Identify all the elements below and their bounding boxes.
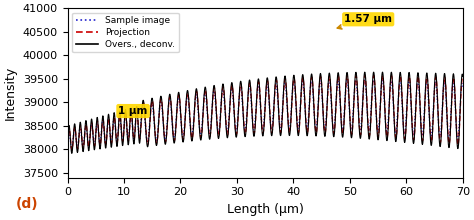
Projection (273, 86, 278, 89)
Legend: Sample image, Projection, Overs., deconv.: Sample image, Projection, Overs., deconv… (72, 13, 179, 52)
Overs., deconv. (201, 95, 207, 98)
Projection (69, 148, 74, 151)
Overs., deconv. (161, 127, 166, 130)
Projection (454, 137, 460, 140)
Sample image (247, 91, 253, 94)
Overs., deconv. (65, 139, 71, 141)
Line: Sample image: Sample image (68, 80, 463, 149)
Text: (d): (d) (16, 197, 39, 211)
Sample image (273, 85, 278, 87)
Overs., deconv. (273, 82, 278, 84)
Line: Projection: Projection (68, 75, 463, 150)
Projection (247, 84, 253, 87)
Sample image (455, 138, 460, 141)
Projection (65, 132, 71, 135)
Overs., deconv. (69, 152, 74, 155)
Overs., deconv. (380, 71, 385, 73)
Sample image (362, 79, 367, 81)
Y-axis label: Intensity: Intensity (4, 66, 17, 120)
Sample image (161, 129, 166, 132)
Sample image (386, 107, 392, 110)
Overs., deconv. (247, 83, 253, 86)
Projection (201, 99, 207, 101)
Projection (460, 74, 465, 77)
Line: Overs., deconv.: Overs., deconv. (68, 72, 463, 153)
Overs., deconv. (386, 115, 392, 117)
X-axis label: Length (μm): Length (μm) (227, 203, 304, 216)
Sample image (460, 86, 465, 89)
Projection (161, 124, 166, 127)
Overs., deconv. (455, 146, 460, 148)
Text: 1.57 μm: 1.57 μm (337, 14, 392, 29)
Sample image (69, 147, 74, 150)
Sample image (201, 96, 207, 99)
Overs., deconv. (460, 75, 465, 78)
Sample image (65, 136, 71, 138)
Text: 1 μm: 1 μm (118, 106, 148, 116)
Projection (386, 122, 392, 125)
